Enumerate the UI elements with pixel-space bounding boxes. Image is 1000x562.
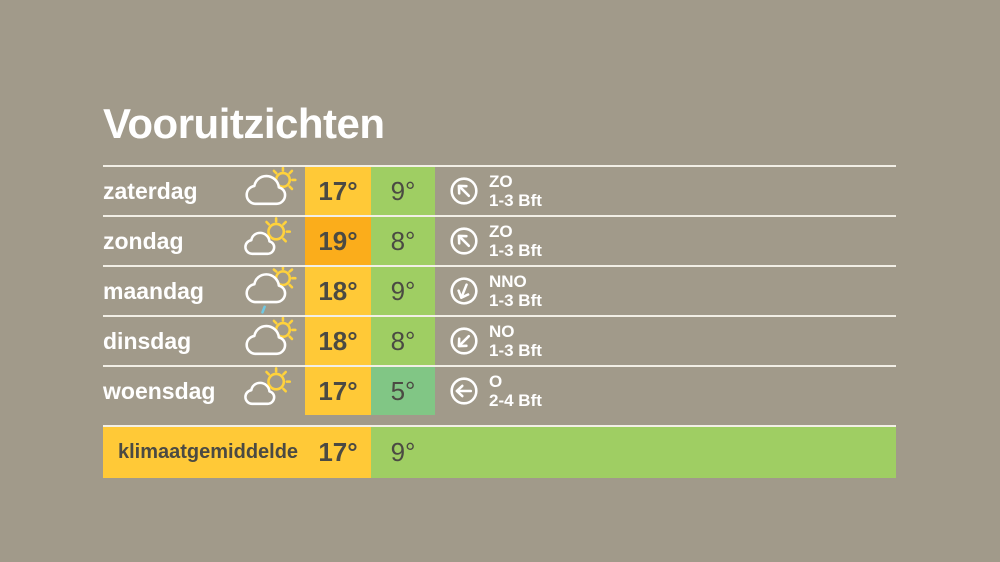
min-temp: 8°	[371, 317, 435, 365]
wind-info: ZO 1-3 Bft	[447, 217, 542, 265]
wind-direction-label: NNO	[489, 272, 527, 291]
weather-icon	[241, 217, 301, 265]
wind-force-label: 2-4 Bft	[489, 391, 542, 410]
wind-direction-label: ZO	[489, 222, 513, 241]
wind-direction-label: NO	[489, 322, 515, 341]
forecast-row-zaterdag: zaterdag 17° 9° ZO 1-3 Bft	[103, 165, 896, 215]
wind-direction-label: ZO	[489, 172, 513, 191]
day-label: zaterdag	[103, 177, 198, 204]
max-temp: 19°	[305, 217, 371, 265]
day-label: dinsdag	[103, 327, 192, 354]
wind-force-label: 1-3 Bft	[489, 291, 542, 310]
max-temp: 18°	[305, 317, 371, 365]
forecast-row-zondag: zondag 19° 8° ZO 1-3 Bft	[103, 215, 896, 265]
forecast-table: zaterdag 17° 9° ZO 1-3 Bft zondag	[103, 165, 896, 415]
min-temp: 8°	[371, 217, 435, 265]
min-temp: 9°	[371, 167, 435, 215]
day-label: maandag	[103, 277, 204, 304]
climate-average-min-band: 9°	[371, 427, 896, 478]
wind-direction-icon	[447, 374, 481, 408]
max-temp: 17°	[305, 167, 371, 215]
climate-average-label: klimaatgemiddelde	[118, 441, 299, 463]
wind-direction-icon	[447, 174, 481, 208]
wind-info: NO 1-3 Bft	[447, 317, 542, 365]
forecast-row-maandag: maandag 18° 9° NNO 1-3 Bft	[103, 265, 896, 315]
wind-direction-label: O	[489, 372, 503, 391]
climate-average-row: klimaatgemiddelde 17° 9°	[103, 425, 896, 478]
wind-direction-icon	[447, 274, 481, 308]
climate-average-max-temp: 17°	[318, 437, 358, 467]
page-title: Vooruitzichten	[103, 100, 385, 147]
day-label: zondag	[103, 227, 184, 254]
max-temp: 18°	[305, 267, 371, 315]
weather-icon	[241, 167, 301, 215]
max-temp: 17°	[305, 367, 371, 415]
forecast-row-dinsdag: dinsdag 18° 8° NO 1-3 Bft	[103, 315, 896, 365]
wind-info: ZO 1-3 Bft	[447, 167, 542, 215]
weather-icon	[241, 317, 301, 365]
min-temp: 9°	[371, 267, 435, 315]
min-temp: 5°	[371, 367, 435, 415]
wind-force-label: 1-3 Bft	[489, 241, 542, 260]
weather-icon	[241, 367, 301, 415]
climate-average-max-band: klimaatgemiddelde 17°	[103, 427, 371, 478]
forecast-row-woensdag: woensdag 17° 5° O 2-4 Bft	[103, 365, 896, 415]
weather-icon	[241, 267, 301, 315]
wind-force-label: 1-3 Bft	[489, 191, 542, 210]
wind-info: O 2-4 Bft	[447, 367, 542, 415]
day-label: woensdag	[103, 377, 216, 404]
wind-info: NNO 1-3 Bft	[447, 267, 542, 315]
wind-direction-icon	[447, 224, 481, 258]
wind-force-label: 1-3 Bft	[489, 341, 542, 360]
climate-average-min-temp: 9°	[390, 437, 416, 467]
wind-direction-icon	[447, 324, 481, 358]
